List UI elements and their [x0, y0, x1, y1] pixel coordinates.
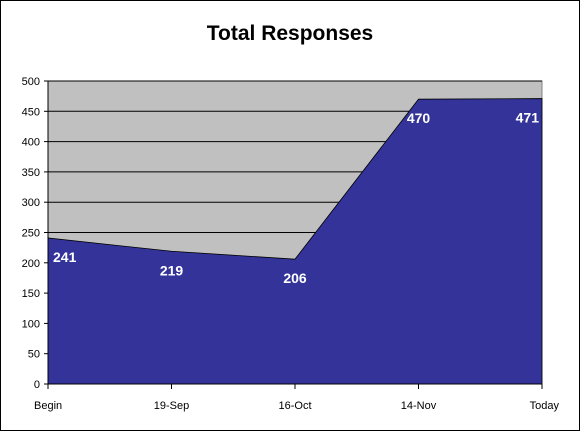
y-tick-label-400: 400 — [22, 137, 40, 149]
axes — [44, 80, 543, 389]
data-label-19-Sep: 219 — [160, 262, 184, 278]
x-tick-label-Begin: Begin — [34, 400, 62, 412]
y-tick-label-200: 200 — [22, 258, 40, 270]
y-tick-label-50: 50 — [28, 349, 40, 361]
y-tick-label-150: 150 — [22, 288, 40, 300]
data-labels: 241 219 206 470 471 — [53, 110, 539, 287]
x-tick-label-16-Oct: 16-Oct — [278, 400, 311, 412]
y-tick-label-350: 350 — [22, 167, 40, 179]
y-axis-tick-labels: 0 50 100 150 200 250 300 350 400 450 500 — [22, 76, 40, 391]
x-axis-tick-labels: Begin 19-Sep 16-Oct 14-Nov Today — [34, 400, 559, 412]
y-tick-label-0: 0 — [34, 379, 40, 391]
y-tick-label-500: 500 — [22, 76, 40, 88]
x-tick-label-Today: Today — [530, 400, 560, 412]
x-tick-label-14-Nov: 14-Nov — [401, 400, 437, 412]
data-label-16-Oct: 206 — [283, 270, 307, 286]
y-tick-label-300: 300 — [22, 197, 40, 209]
chart-title: Total Responses — [207, 22, 373, 45]
area-series — [47, 98, 543, 385]
data-label-Begin: 241 — [53, 249, 77, 265]
y-tick-label-450: 450 — [22, 106, 40, 118]
y-tick-label-100: 100 — [22, 318, 40, 330]
y-tick-label-250: 250 — [22, 228, 40, 240]
data-label-14-Nov: 470 — [407, 110, 431, 126]
series-area — [47, 98, 543, 385]
x-tick-label-19-Sep: 19-Sep — [154, 400, 189, 412]
data-label-Today: 471 — [516, 110, 540, 126]
